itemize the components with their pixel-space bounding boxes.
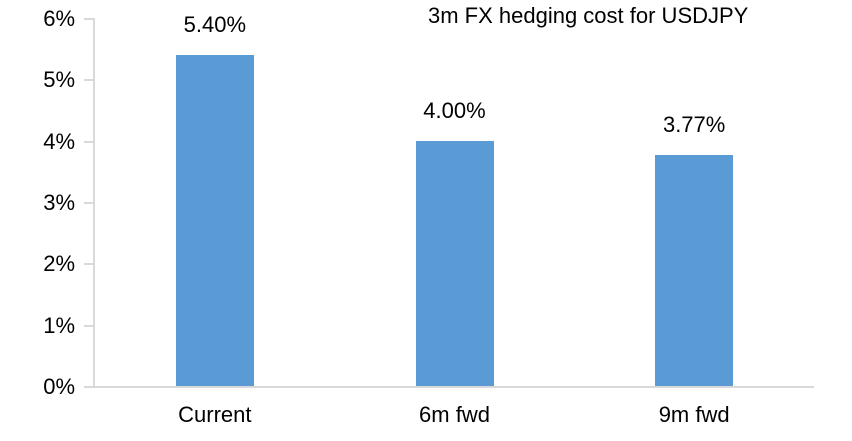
bar-6m-fwd: [415, 140, 494, 386]
y-tick-label-4-: 4%: [43, 128, 75, 154]
data-label-6m-fwd: 4.00%: [423, 97, 486, 123]
y-tick-mark-5-: [84, 79, 93, 82]
y-tick-mark-2-: [84, 263, 93, 266]
x-axis-line: [93, 386, 814, 388]
category-label-9m-fwd: 9m fwd: [658, 402, 730, 427]
chart-title: 3m FX hedging cost for USDJPY: [428, 3, 749, 28]
data-label-current: 5.40%: [183, 11, 247, 37]
y-tick-mark-4-: [84, 140, 93, 143]
y-tick-label-0-: 0%: [43, 374, 75, 399]
category-label-current: Current: [178, 402, 252, 427]
data-label-9m-fwd: 3.77%: [662, 111, 726, 137]
y-tick-mark-6-: [84, 18, 93, 20]
y-tick-mark-3-: [84, 202, 93, 204]
y-tick-mark-1-: [84, 324, 93, 327]
bar-current: [175, 54, 254, 386]
y-tick-label-3-: 3%: [43, 190, 75, 215]
y-tick-label-2-: 2%: [43, 251, 75, 277]
y-tick-label-6-: 6%: [43, 6, 75, 31]
bar-9m-fwd: [655, 154, 734, 386]
category-label-6m-fwd: 6m fwd: [419, 402, 490, 427]
y-tick-mark-0-: [84, 386, 93, 388]
y-tick-label-5-: 5%: [43, 67, 75, 93]
y-tick-label-1-: 1%: [43, 312, 75, 338]
y-axis-line: [93, 18, 95, 388]
